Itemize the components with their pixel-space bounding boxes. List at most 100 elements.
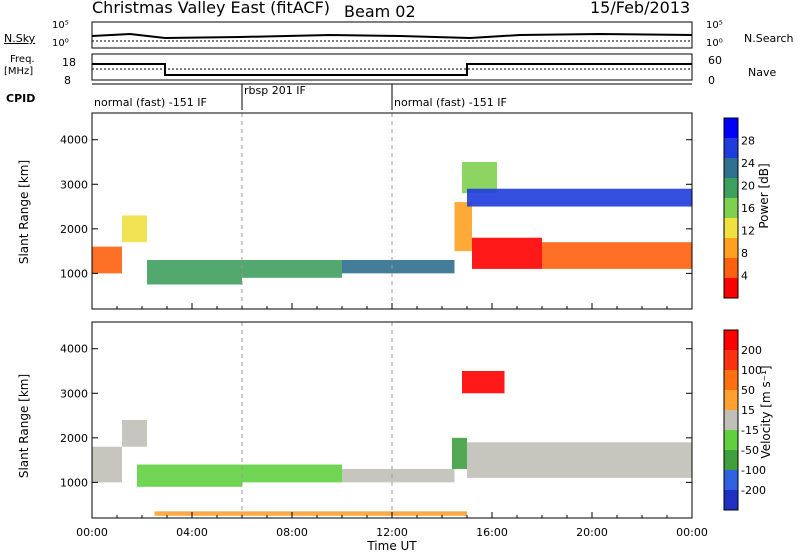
power-colorbar-label: Power [dB] (757, 163, 771, 228)
colorbar-swatch (724, 118, 738, 139)
colorbar-tick-label: 24 (741, 157, 755, 170)
scatter-band (342, 260, 455, 274)
freq-left-tick-low: 8 (64, 74, 71, 87)
scatter-band (454, 202, 472, 252)
scatter-band (242, 260, 342, 278)
scatter-band (92, 446, 122, 483)
cpid-label: CPID (6, 92, 36, 105)
colorbar-swatch (724, 198, 738, 219)
xtick-label: 12:00 (376, 526, 408, 539)
velocity-colorbar: 200 100 50 15 -15 -50 -100 -200 (723, 329, 766, 511)
colorbar-tick-label: 100 (741, 364, 762, 377)
noise-left-tick-high: 10⁵ (52, 20, 69, 31)
power-panel: 1000 2000 3000 4000 (60, 112, 693, 310)
colorbar-swatch (724, 258, 738, 279)
noise-search-label: N.Search (744, 32, 794, 45)
ytick-label: 3000 (60, 387, 88, 400)
scatter-band (452, 437, 467, 469)
colorbar-swatch (724, 370, 738, 391)
xtick-label: 00:00 (76, 526, 108, 539)
colorbar-tick-label: 200 (741, 344, 762, 357)
date-label: 15/Feb/2013 (590, 0, 691, 17)
scatter-band (462, 371, 505, 394)
power-ylabel: Slant Range [km] (17, 160, 31, 264)
scatter-band (154, 511, 467, 516)
xlabel: Time UT (366, 539, 417, 553)
scatter-band (467, 442, 692, 478)
colorbar-frame (723, 117, 739, 299)
scatter-band (122, 215, 147, 243)
ytick-label: 2000 (60, 223, 88, 236)
scatter-band (137, 464, 242, 487)
xtick-label: 20:00 (576, 526, 608, 539)
cpid-segment-2: rbsp 201 IF (244, 84, 306, 97)
scatter-band (242, 464, 342, 483)
colorbar-swatch (724, 490, 738, 511)
velocity-ylabel: Slant Range [km] (17, 374, 31, 478)
colorbar-tick-label: 8 (741, 247, 748, 260)
colorbar-swatch (724, 430, 738, 451)
scatter-band (462, 162, 497, 194)
nave-right-tick-high: 60 (708, 54, 722, 67)
colorbar-tick-label: -15 (741, 424, 759, 437)
ytick-label: 2000 (60, 432, 88, 445)
colorbar-swatch (724, 218, 738, 239)
freq-label-line1: Freq. (10, 54, 35, 65)
nave-label: Nave (748, 66, 777, 79)
colorbar-swatch (724, 158, 738, 179)
xtick-label: 08:00 (276, 526, 308, 539)
station-title: Christmas Valley East (fitACF) (92, 0, 331, 17)
scatter-band (472, 237, 542, 269)
colorbar-swatch (724, 450, 738, 471)
colorbar-tick-label: 20 (741, 180, 755, 193)
colorbar-tick-label: -200 (741, 484, 766, 497)
ytick-label: 4000 (60, 343, 88, 356)
noise-left-tick-low: 10⁰ (52, 38, 69, 49)
colorbar-tick-label: 12 (741, 225, 755, 238)
colorbar-swatch (724, 390, 738, 411)
noise-sky-line (91, 32, 693, 40)
colorbar-swatch (724, 410, 738, 431)
noise-sky-label: N.Sky (4, 32, 36, 45)
power-colorbar: 28 24 20 16 12 8 4 (723, 117, 755, 299)
scatter-band (122, 420, 147, 447)
xtick-label: 00:00 (676, 526, 708, 539)
colorbar-tick-label: 50 (741, 384, 755, 397)
ytick-label: 1000 (60, 476, 88, 489)
freq-panel-frame (91, 53, 693, 81)
velocity-panel: 1000 2000 3000 4000 00:00 04:00 08:00 12:00 16:0… (60, 321, 708, 539)
nave-right-tick-low: 0 (708, 74, 715, 87)
freq-label-line2: [MHz] (4, 66, 34, 77)
cpid-segment-3: normal (fast) -151 IF (394, 96, 507, 109)
colorbar-tick-label: 15 (741, 404, 755, 417)
colorbar-tick-label: 28 (741, 135, 755, 148)
ytick-label: 3000 (60, 178, 88, 191)
velocity-colorbar-label: Velocity [m s⁻¹] (759, 365, 773, 458)
ytick-label: 1000 (60, 267, 88, 280)
colorbar-tick-label: -100 (741, 464, 766, 477)
cpid-segment-1: normal (fast) -151 IF (94, 96, 207, 109)
colorbar-swatch (724, 178, 738, 199)
beam-label: Beam 02 (344, 2, 416, 21)
scatter-band (342, 469, 455, 483)
noise-right-tick-low: 10⁰ (706, 38, 723, 49)
noise-right-tick-high: 10⁵ (706, 20, 723, 31)
freq-line (92, 63, 692, 76)
xtick-label: 16:00 (476, 526, 508, 539)
colorbar-swatch (724, 330, 738, 351)
colorbar-swatch (724, 278, 738, 299)
xtick-label: 04:00 (176, 526, 208, 539)
freq-left-tick-high: 18 (62, 56, 76, 69)
colorbar-frame (723, 329, 739, 511)
colorbar-tick-label: 4 (741, 270, 748, 283)
colorbar-swatch (724, 470, 738, 491)
colorbar-swatch (724, 350, 738, 371)
scatter-band (147, 260, 242, 285)
scatter-band (542, 242, 692, 269)
colorbar-tick-label: -50 (741, 444, 759, 457)
scatter-band (92, 246, 122, 274)
ytick-label: 4000 (60, 134, 88, 147)
colorbar-swatch (724, 138, 738, 159)
colorbar-swatch (724, 238, 738, 259)
